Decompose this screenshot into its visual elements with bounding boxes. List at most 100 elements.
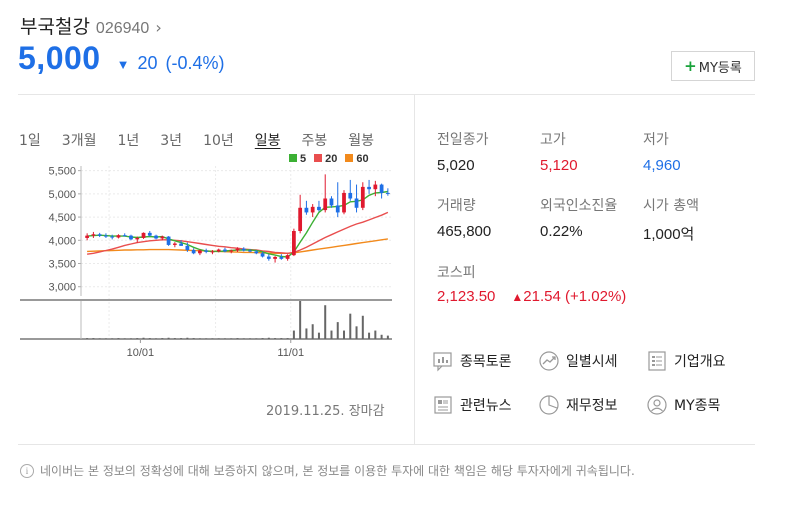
candle-body	[172, 243, 177, 245]
candle-body	[279, 257, 284, 259]
tab-period-3[interactable]: 3년	[160, 133, 183, 149]
stock-title[interactable]: 부국철강 026940 ›	[20, 12, 162, 39]
candle-body	[204, 250, 209, 252]
candle-body	[335, 205, 340, 213]
volume-bar	[380, 334, 383, 339]
stat-label: 외국인소진율	[540, 198, 618, 214]
candle-body	[310, 206, 315, 213]
volume-bar	[167, 337, 170, 339]
candle-body	[216, 249, 221, 252]
divider	[18, 444, 755, 445]
candle-body	[379, 184, 384, 193]
link-related-news[interactable]: 관련뉴스	[432, 394, 538, 416]
candle-body	[285, 255, 290, 259]
link-label: 재무정보	[566, 398, 618, 414]
candle-body	[385, 192, 390, 194]
y-tick-label: 4,000	[48, 235, 76, 247]
price-row: 5,000 ▼ 20 (-0.4%)	[18, 40, 225, 77]
legend-label: 60	[356, 153, 369, 165]
news-icon	[434, 396, 452, 414]
my-register-button[interactable]: + MY등록	[671, 51, 755, 81]
stat-market-cap: 시가 총액 1,000억	[643, 195, 699, 244]
x-tick-label: 11/01	[277, 347, 304, 359]
link-label: 관련뉴스	[460, 398, 512, 414]
candle-body	[360, 186, 365, 208]
link-daily-price[interactable]: 일별시세	[538, 350, 646, 372]
volume-bar	[330, 330, 333, 339]
tab-period-0[interactable]: 1일	[19, 133, 41, 149]
tab-period-6[interactable]: 주봉	[301, 133, 328, 149]
stat-value: 5,120	[540, 157, 578, 174]
volume-bar	[361, 315, 364, 339]
x-tick-label: 10/01	[127, 347, 155, 359]
divider	[414, 95, 415, 444]
candle-body	[141, 232, 146, 238]
chevron-right-icon[interactable]: ›	[155, 18, 162, 37]
volume-bar	[161, 338, 164, 339]
legend-item-ma60: 60	[345, 153, 369, 165]
candle-body	[97, 234, 102, 236]
candle-body	[317, 206, 321, 211]
stat-high: 고가 5,120	[540, 129, 578, 174]
candle-body	[166, 236, 171, 245]
kospi-change: ▲21.54 (+1.02%)	[511, 288, 626, 305]
link-company-overview[interactable]: 기업개요	[646, 350, 756, 372]
candle-body	[229, 250, 234, 252]
stat-label: 거래량	[437, 198, 476, 214]
volume-bar	[180, 338, 183, 339]
link-discussion[interactable]: 종목토론	[432, 350, 538, 372]
tab-period-7[interactable]: 월봉	[348, 133, 375, 149]
link-financial-info[interactable]: 재무정보	[538, 394, 646, 416]
candle-body	[185, 245, 190, 251]
disclaimer-text: 네이버는 본 정보의 정확성에 대해 보증하지 않으며, 본 정보를 이용한 투…	[40, 464, 635, 478]
stat-label: 전일종가	[437, 132, 489, 148]
change-amount: 20	[137, 53, 158, 73]
disclaimer: i 네이버는 본 정보의 정확성에 대해 보증하지 않으며, 본 정보를 이용한…	[20, 462, 635, 479]
volume-bar	[192, 338, 195, 339]
candle-body	[129, 235, 133, 240]
stat-label: 저가	[643, 132, 669, 148]
candle-body	[85, 235, 90, 238]
y-tick-label: 5,500	[48, 166, 76, 178]
candle-body	[241, 248, 246, 251]
tab-period-1[interactable]: 3개월	[61, 133, 97, 149]
chat-icon	[433, 352, 452, 372]
volume-bar	[148, 338, 151, 339]
tab-period-2[interactable]: 1년	[117, 133, 140, 149]
link-my-stocks[interactable]: MY종목	[646, 394, 756, 416]
y-tick-label: 4,500	[48, 212, 76, 224]
stat-prev-close: 전일종가 5,020	[437, 129, 489, 174]
candle-body	[304, 207, 309, 213]
kospi-label: 코스피	[437, 265, 476, 281]
kospi-change-amount: 21.54	[523, 288, 561, 305]
stat-value: 0.22%	[540, 223, 583, 240]
candle-body	[329, 198, 334, 206]
kospi-values: 2,123.50 ▲21.54 (+1.02%)	[437, 288, 626, 305]
down-arrow-icon: ▼	[116, 57, 130, 72]
stat-value: 5,020	[437, 157, 475, 174]
stock-code[interactable]: 026940	[95, 20, 150, 37]
tab-period-4[interactable]: 10년	[203, 133, 234, 149]
candle-body	[348, 192, 353, 199]
my-register-label: MY등록	[698, 60, 742, 76]
plus-icon: +	[684, 57, 697, 75]
stock-name[interactable]: 부국철강	[20, 16, 90, 38]
volume-bar	[374, 330, 377, 339]
candle-body	[154, 235, 158, 239]
change-percent: (-0.4%)	[165, 53, 225, 73]
stat-label: 시가 총액	[643, 198, 699, 214]
volume-bar	[280, 338, 283, 339]
stat-foreign: 외국인소진율 0.22%	[540, 195, 617, 240]
candle-body	[179, 243, 183, 246]
legend-swatch	[314, 154, 323, 162]
person-icon	[647, 395, 667, 415]
volume-bar	[142, 337, 145, 339]
candle-body	[223, 249, 227, 252]
candle-body	[147, 232, 152, 236]
list-icon	[648, 351, 666, 371]
kospi-label-wrap: 코스피	[437, 262, 476, 290]
tab-period-5[interactable]: 일봉	[254, 133, 281, 149]
legend-item-ma5: 5	[289, 153, 306, 165]
volume-bar	[349, 313, 352, 339]
stock-chart[interactable]: 5,500 5,000 4,500 4,000 3,500 3,000 10/01 11/01	[20, 164, 395, 364]
